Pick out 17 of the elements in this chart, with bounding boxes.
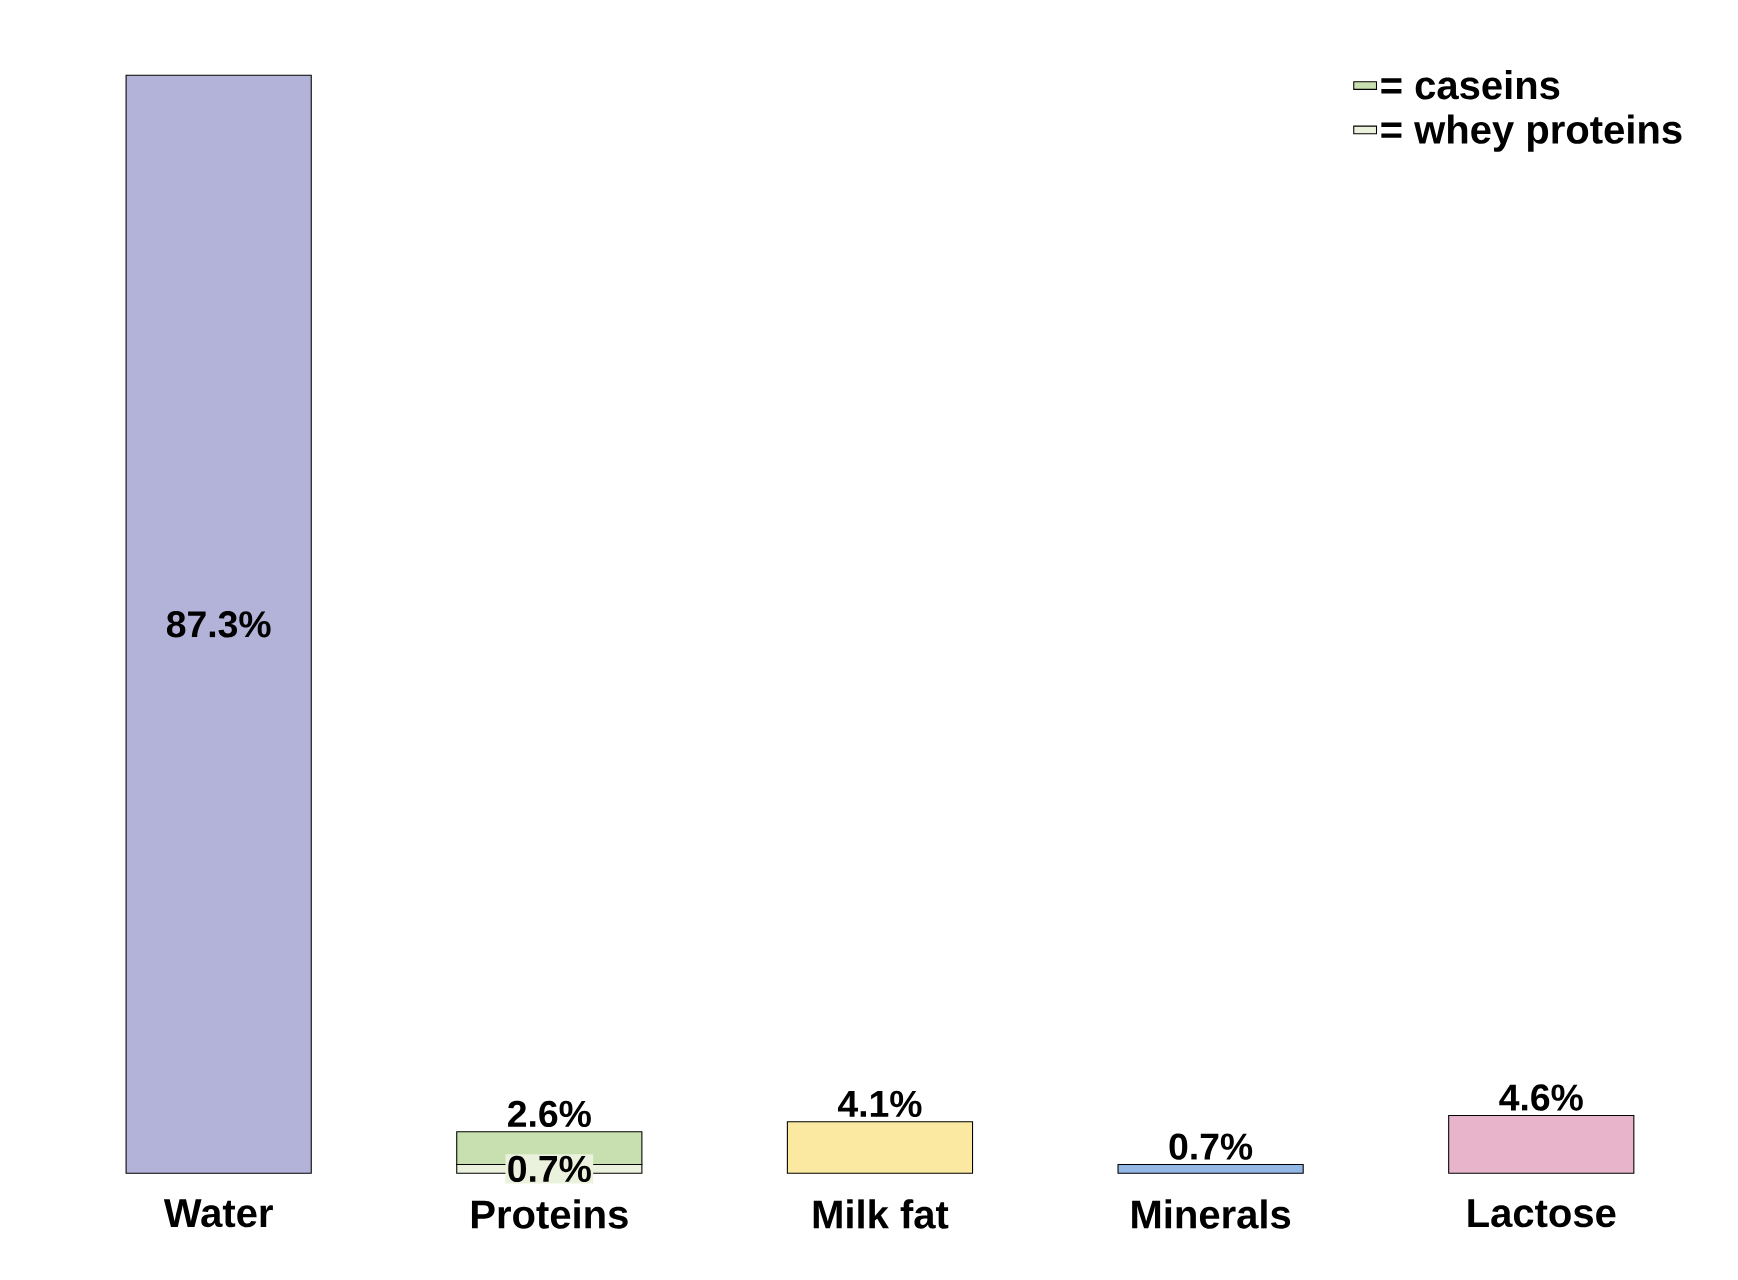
data-label: 4.1%: [837, 1090, 922, 1118]
legend-label: = caseins: [1381, 70, 1560, 100]
bar: [1448, 1114, 1635, 1174]
bar: [125, 74, 312, 1174]
bar: [786, 1121, 974, 1174]
data-label: 0.7%: [1169, 1133, 1253, 1160]
x-tick-label: Water: [163, 1199, 273, 1228]
data-label: 0.7%: [508, 1155, 591, 1183]
legend-label: = whey proteins: [1381, 114, 1682, 152]
data-label: 87.3%: [166, 611, 271, 638]
data-label: 4.6%: [1499, 1084, 1583, 1111]
x-tick-label: Milk fat: [813, 1199, 949, 1229]
bar: [1117, 1163, 1304, 1174]
x-tick-label: Lactose: [1468, 1199, 1616, 1228]
x-tick-label: Minerals: [1132, 1199, 1291, 1229]
data-label: 2.6%: [508, 1100, 591, 1128]
x-tick-label: Proteins: [471, 1199, 628, 1229]
